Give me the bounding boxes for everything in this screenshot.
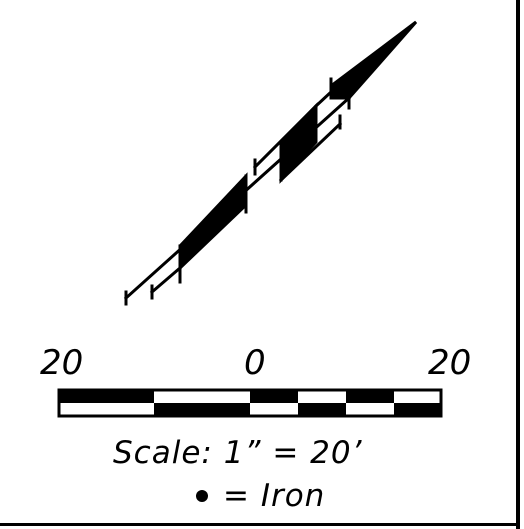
- strip-lower-left: [178, 172, 248, 272]
- scale-seg-top-2: [250, 390, 298, 403]
- scale-seg-bottom-2: [298, 403, 346, 416]
- block-center-lower-edge: [278, 121, 343, 183]
- scale-seg-top-3: [346, 390, 394, 403]
- wedge-top: [329, 20, 418, 100]
- link-center-wedge: [313, 89, 334, 109]
- block-center: [279, 102, 318, 184]
- scale-seg-bottom-1: [154, 403, 250, 416]
- boundary-line-lower: [149, 265, 183, 295]
- scale-label-left: 20: [40, 343, 84, 383]
- parcel-sketch: [123, 20, 418, 306]
- scale-caption: Scale: 1” = 20’: [113, 435, 363, 471]
- page-border-bottom: [0, 523, 520, 526]
- block-center-top-edge: [252, 103, 319, 170]
- page-border-right: [516, 0, 520, 529]
- scale-label-right: 20: [428, 343, 472, 383]
- scale-seg-bottom-3: [394, 403, 441, 416]
- legend-text: = Iron: [223, 478, 326, 514]
- scale-label-zero: 0: [244, 343, 266, 383]
- iron-dot-icon: [196, 490, 208, 502]
- scale-seg-top-1: [59, 390, 154, 403]
- scale-bar: [57, 388, 443, 418]
